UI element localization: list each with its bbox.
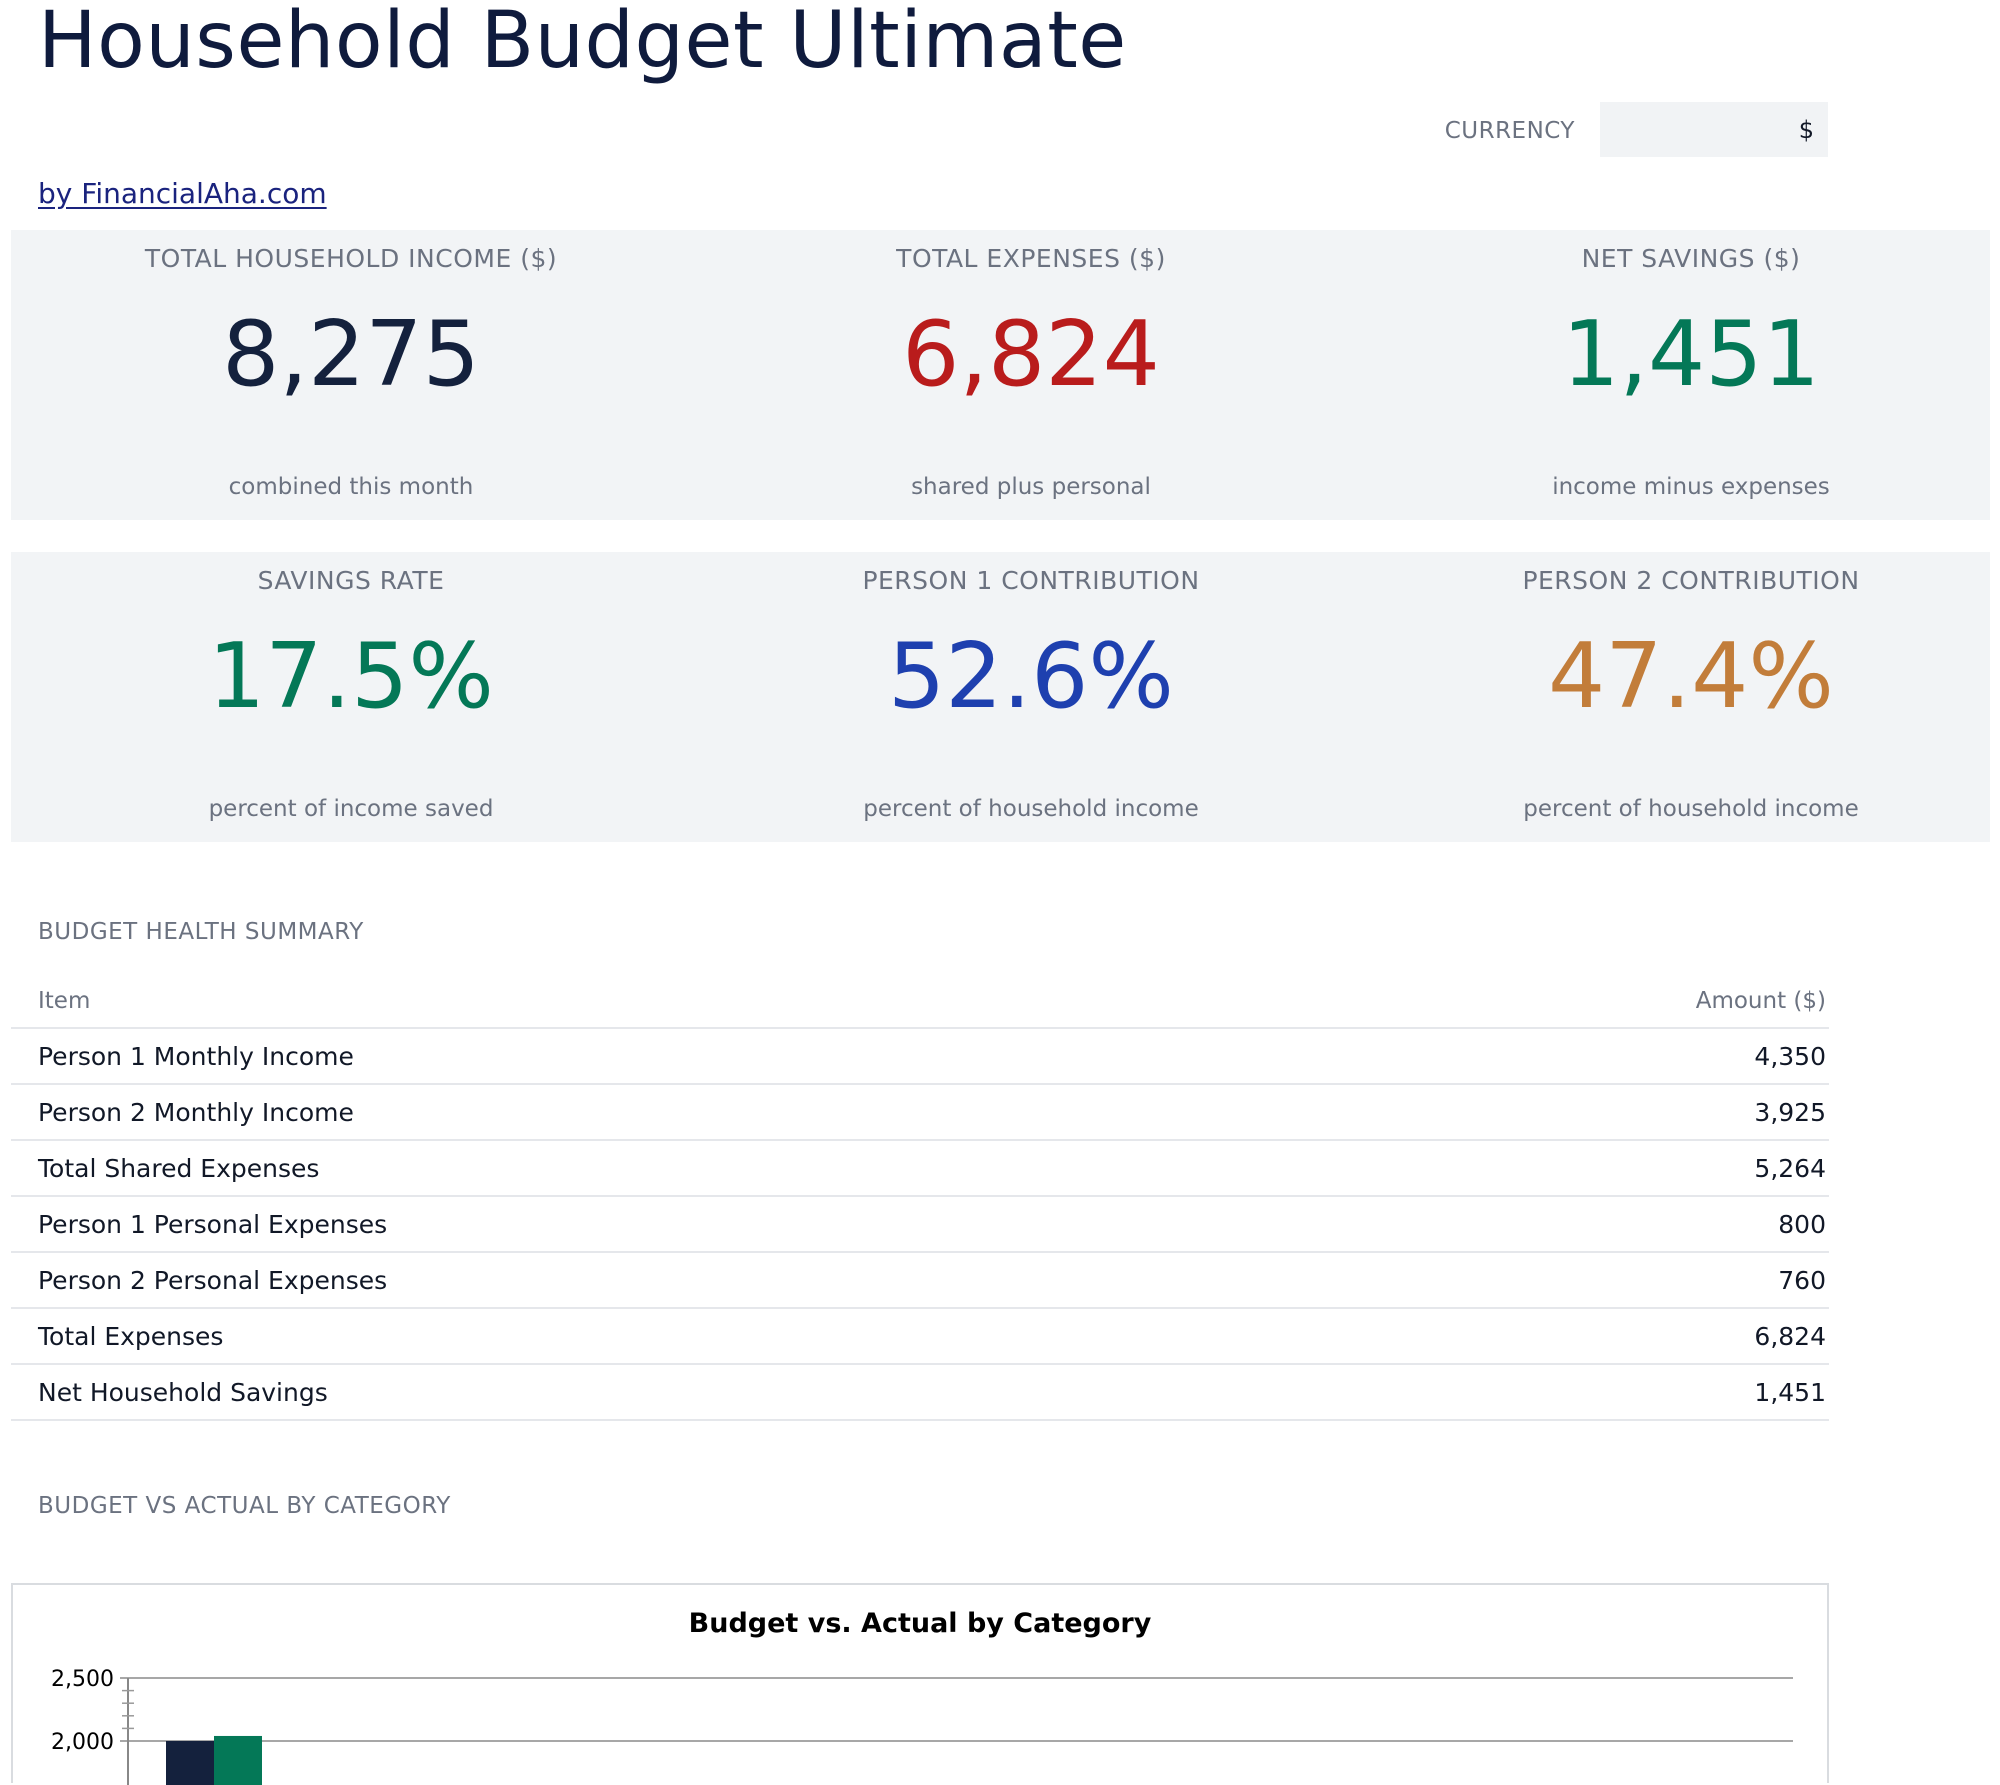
row-item: Person 2 Personal Expenses	[11, 1252, 1354, 1309]
kpi-person2-contribution: PERSON 2 CONTRIBUTION 47.4% percent of h…	[1371, 552, 2000, 842]
chart-bar-series-1	[166, 1741, 214, 1785]
budget-vs-actual-chart: Budget vs. Actual by Category 2,500 2,000	[51, 1608, 1793, 1785]
summary-section-title: BUDGET HEALTH SUMMARY	[38, 919, 364, 945]
chart-y-tick-label: 2,500	[51, 1667, 114, 1692]
chart-y-tick-label: 2,000	[51, 1730, 114, 1755]
currency-label: CURRENCY	[1444, 118, 1575, 144]
chart-bars	[166, 1735, 262, 1785]
table-row: Total Shared Expenses 5,264	[11, 1140, 1829, 1197]
column-header-amount: Amount ($)	[1353, 975, 1829, 1029]
kpi-value: 17.5%	[208, 624, 494, 729]
currency-input[interactable]	[1600, 102, 1828, 157]
kpi-value: 6,824	[902, 302, 1160, 407]
row-amount: 3,925	[1353, 1084, 1829, 1141]
kpi-caption: income minus expenses	[1552, 474, 1830, 500]
kpi-panel-totals: TOTAL HOUSEHOLD INCOME ($) 8,275 combine…	[11, 230, 1990, 520]
row-amount: 6,824	[1353, 1308, 1829, 1365]
row-item: Net Household Savings	[11, 1364, 1354, 1421]
kpi-label: SAVINGS RATE	[257, 566, 445, 595]
kpi-caption: percent of income saved	[208, 796, 494, 822]
byline-link[interactable]: by FinancialAha.com	[38, 177, 327, 210]
kpi-value: 8,275	[222, 302, 480, 407]
table-header-row: Item Amount ($)	[11, 975, 1829, 1029]
kpi-total-income: TOTAL HOUSEHOLD INCOME ($) 8,275 combine…	[11, 230, 691, 520]
kpi-caption: percent of household income	[1523, 796, 1859, 822]
table-row: Net Household Savings 1,451	[11, 1364, 1829, 1421]
kpi-label: NET SAVINGS ($)	[1581, 244, 1801, 273]
chart-y-axis: 2,500 2,000	[51, 1667, 134, 1785]
column-header-item: Item	[11, 975, 1354, 1029]
row-amount: 760	[1353, 1252, 1829, 1309]
row-item: Person 1 Monthly Income	[11, 1028, 1354, 1085]
kpi-value: 52.6%	[888, 624, 1174, 729]
row-item: Person 2 Monthly Income	[11, 1084, 1354, 1141]
table-row: Total Expenses 6,824	[11, 1308, 1829, 1365]
kpi-label: PERSON 2 CONTRIBUTION	[1522, 566, 1860, 595]
row-amount: 4,350	[1353, 1028, 1829, 1085]
row-item: Total Expenses	[11, 1308, 1354, 1365]
summary-table: Item Amount ($) Person 1 Monthly Income …	[11, 975, 1829, 1421]
kpi-label: TOTAL HOUSEHOLD INCOME ($)	[144, 244, 558, 273]
chart-title: Budget vs. Actual by Category	[689, 1608, 1152, 1639]
row-item: Total Shared Expenses	[11, 1140, 1354, 1197]
kpi-value: 47.4%	[1548, 624, 1834, 729]
budget-section-title: BUDGET VS ACTUAL BY CATEGORY	[38, 1493, 451, 1519]
kpi-total-expenses: TOTAL EXPENSES ($) 6,824 shared plus per…	[691, 230, 1371, 520]
table-row: Person 1 Personal Expenses 800	[11, 1196, 1829, 1253]
chart-bar-series-2	[214, 1735, 262, 1785]
chart-container: Budget vs. Actual by Category 2,500 2,000	[11, 1583, 1829, 1785]
table-row: Person 2 Monthly Income 3,925	[11, 1084, 1829, 1141]
kpi-label: TOTAL EXPENSES ($)	[896, 244, 1166, 273]
row-amount: 800	[1353, 1196, 1829, 1253]
row-amount: 5,264	[1353, 1140, 1829, 1197]
kpi-person1-contribution: PERSON 1 CONTRIBUTION 52.6% percent of h…	[691, 552, 1371, 842]
row-amount: 1,451	[1353, 1364, 1829, 1421]
kpi-caption: combined this month	[228, 474, 474, 500]
table-row: Person 1 Monthly Income 4,350	[11, 1028, 1829, 1085]
chart-gridlines	[120, 1677, 1793, 1742]
row-item: Person 1 Personal Expenses	[11, 1196, 1354, 1253]
kpi-caption: shared plus personal	[911, 474, 1151, 500]
page-title: Household Budget Ultimate	[38, 0, 1127, 86]
kpi-caption: percent of household income	[863, 796, 1199, 822]
kpi-savings-rate: SAVINGS RATE 17.5% percent of income sav…	[11, 552, 691, 842]
table-row: Person 2 Personal Expenses 760	[11, 1252, 1829, 1309]
kpi-net-savings: NET SAVINGS ($) 1,451 income minus expen…	[1371, 230, 2000, 520]
kpi-label: PERSON 1 CONTRIBUTION	[862, 566, 1200, 595]
kpi-panel-rates: SAVINGS RATE 17.5% percent of income sav…	[11, 552, 1990, 842]
kpi-value: 1,451	[1562, 302, 1820, 407]
